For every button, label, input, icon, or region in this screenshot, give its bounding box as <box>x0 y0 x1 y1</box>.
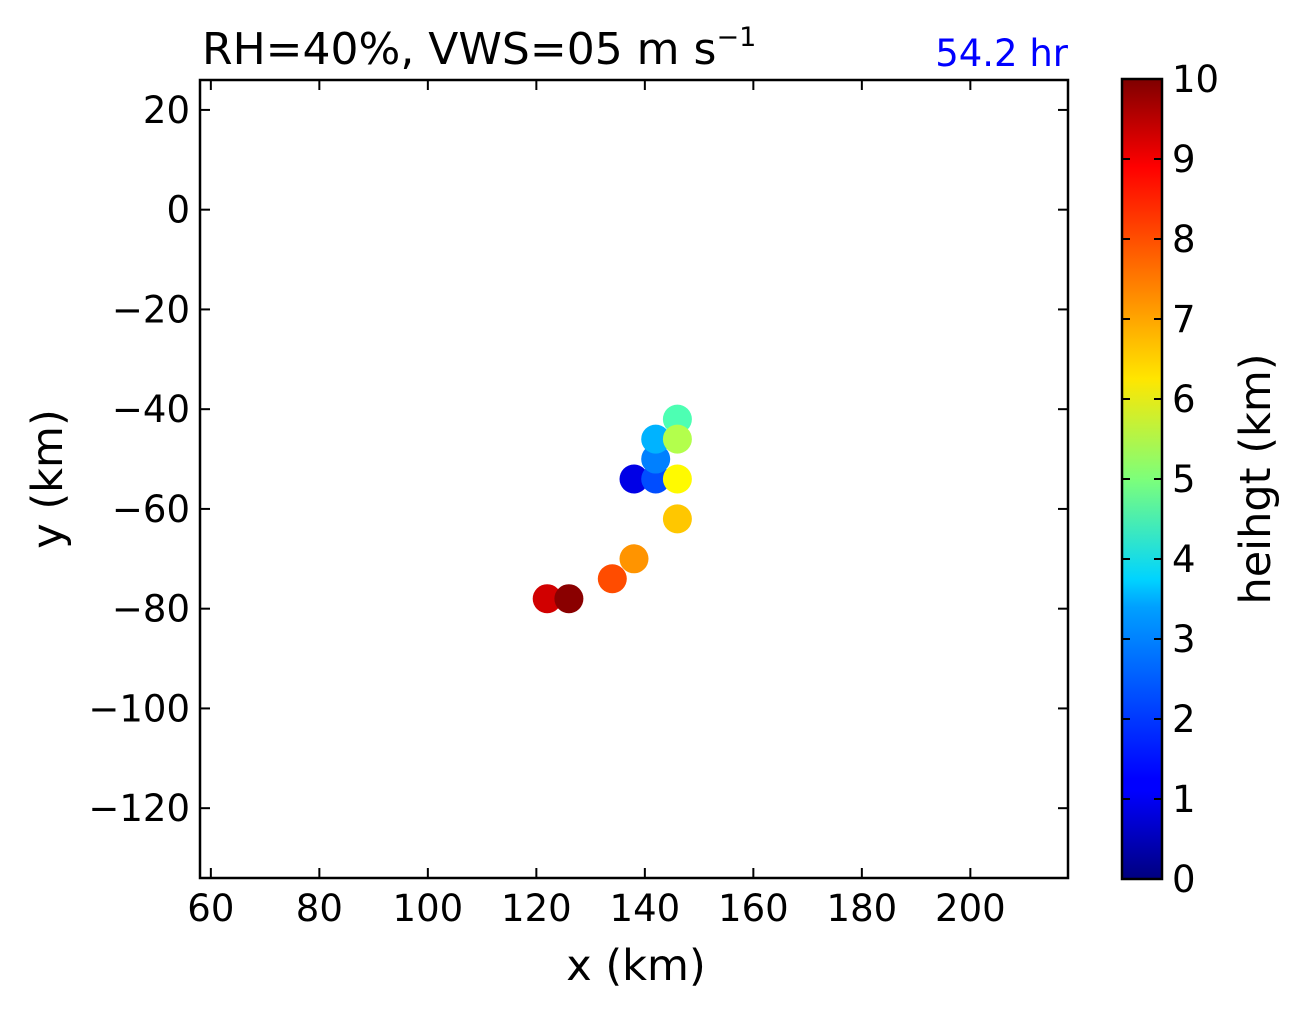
colorbar-tick-label: 5 <box>1172 458 1196 501</box>
scatter-points <box>532 404 692 614</box>
colorbar-tick-label: 3 <box>1172 618 1196 661</box>
y-axis-ticks: 20 0 −20 −40 −60 −80 −100 −120 <box>88 89 1068 830</box>
x-tick-label: 180 <box>827 887 898 930</box>
scatter-point <box>532 584 562 614</box>
colorbar-label: heihgt (km) <box>1231 353 1281 604</box>
colorbar-tick-label: 1 <box>1172 778 1196 821</box>
scatter-point <box>641 444 671 474</box>
scatter-point <box>662 504 692 534</box>
title-superscript: −1 <box>716 22 756 53</box>
scatter-point <box>619 464 649 494</box>
x-tick-label: 100 <box>393 887 464 930</box>
scatter-point <box>619 544 649 574</box>
x-tick-label: 200 <box>935 887 1006 930</box>
colorbar-tick-label: 7 <box>1172 298 1196 341</box>
y-tick-label: −80 <box>112 588 190 631</box>
x-tick-label: 60 <box>187 887 234 930</box>
y-tick-label: −40 <box>112 388 190 431</box>
colorbar-tick-label: 6 <box>1172 378 1196 421</box>
colorbar-tick-label: 4 <box>1172 538 1196 581</box>
y-tick-label: −60 <box>112 488 190 531</box>
scatter-point <box>662 404 692 434</box>
scatter-point <box>641 424 671 454</box>
time-label: 54.2 hr <box>935 32 1069 75</box>
x-tick-label: 160 <box>718 887 789 930</box>
colorbar-tick-label: 10 <box>1172 58 1219 101</box>
colorbar-ticks: 0 1 2 3 4 5 6 7 8 9 10 <box>1122 58 1219 901</box>
x-tick-label: 120 <box>501 887 572 930</box>
x-axis-ticks: 60 80 100 120 140 160 180 200 <box>187 80 1006 930</box>
y-tick-label: 0 <box>166 189 190 232</box>
x-tick-label: 80 <box>296 887 343 930</box>
colorbar-tick-label: 2 <box>1172 698 1196 741</box>
y-tick-label: −100 <box>88 687 190 730</box>
scatter-point <box>641 464 671 494</box>
scatter-point <box>662 464 692 494</box>
y-tick-label: −20 <box>112 288 190 331</box>
scatter-point <box>662 424 692 454</box>
y-tick-label: −120 <box>88 787 190 830</box>
colorbar-tick-label: 8 <box>1172 218 1196 261</box>
colorbar-tick-label: 0 <box>1172 858 1196 901</box>
y-tick-label: 20 <box>143 89 190 132</box>
x-axis-label: x (km) <box>566 941 705 991</box>
scatter-point <box>554 584 584 614</box>
colorbar-tick-label: 9 <box>1172 138 1196 181</box>
x-tick-label: 140 <box>610 887 681 930</box>
scatter-point <box>597 564 627 594</box>
y-axis-label: y (km) <box>23 409 73 548</box>
chart-title: RH=40%, VWS=05 m s−1 <box>202 22 756 75</box>
